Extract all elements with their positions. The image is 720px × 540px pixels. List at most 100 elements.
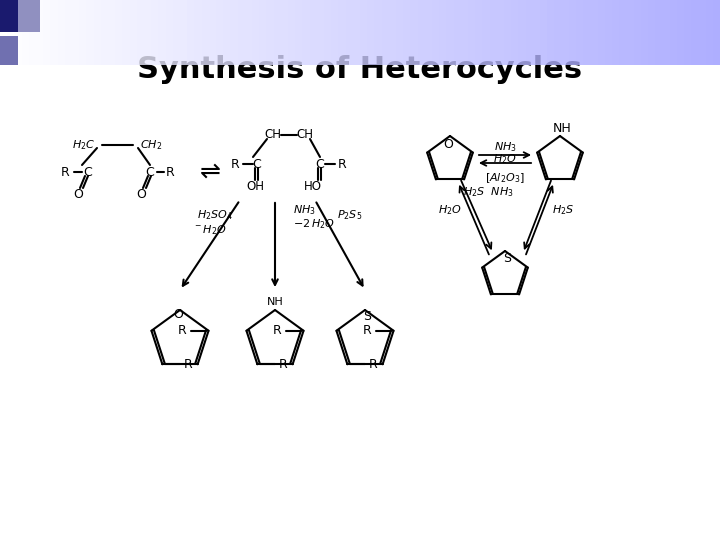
- Text: O: O: [443, 138, 453, 151]
- Bar: [58, 0, 65, 65]
- Bar: [130, 0, 137, 65]
- Text: $^-H_2O$: $^-H_2O$: [193, 223, 227, 237]
- Bar: [713, 0, 720, 65]
- Bar: [173, 0, 180, 65]
- Bar: [72, 0, 79, 65]
- Bar: [7, 0, 14, 65]
- Text: $-2\,H_2O$: $-2\,H_2O$: [293, 217, 335, 231]
- Bar: [439, 0, 446, 65]
- Text: $NH_3$: $NH_3$: [493, 140, 516, 154]
- Bar: [238, 0, 245, 65]
- Bar: [533, 0, 540, 65]
- Text: $H_2S$  $NH_3$: $H_2S$ $NH_3$: [463, 185, 513, 199]
- Bar: [180, 0, 187, 65]
- Bar: [403, 0, 410, 65]
- Text: NH: NH: [266, 297, 284, 307]
- Text: OH: OH: [246, 179, 264, 192]
- Bar: [115, 0, 122, 65]
- Bar: [302, 0, 310, 65]
- Bar: [43, 0, 50, 65]
- Text: R: R: [273, 324, 282, 337]
- Text: R: R: [230, 158, 239, 171]
- Bar: [367, 0, 374, 65]
- Bar: [396, 0, 403, 65]
- Text: $H_2S$: $H_2S$: [552, 203, 575, 217]
- Bar: [576, 0, 583, 65]
- Text: $H_2C$: $H_2C$: [72, 138, 95, 152]
- Bar: [374, 0, 382, 65]
- Text: R: R: [369, 358, 378, 371]
- Bar: [50, 0, 58, 65]
- Bar: [461, 0, 468, 65]
- Bar: [122, 0, 130, 65]
- Text: R: R: [184, 358, 193, 371]
- Text: CH: CH: [297, 129, 313, 141]
- Bar: [706, 0, 713, 65]
- Text: S: S: [503, 253, 511, 266]
- Text: C: C: [84, 165, 92, 179]
- Text: $H_2SO_4$: $H_2SO_4$: [197, 208, 233, 222]
- Bar: [626, 0, 634, 65]
- Bar: [598, 0, 605, 65]
- Bar: [166, 0, 173, 65]
- Bar: [619, 0, 626, 65]
- Bar: [310, 0, 317, 65]
- Bar: [331, 0, 338, 65]
- Bar: [252, 0, 259, 65]
- Bar: [382, 0, 389, 65]
- Text: R: R: [279, 358, 288, 371]
- Bar: [648, 0, 655, 65]
- Text: R: R: [338, 158, 346, 171]
- Bar: [475, 0, 482, 65]
- Bar: [590, 0, 598, 65]
- Bar: [65, 0, 72, 65]
- Bar: [144, 0, 151, 65]
- Bar: [418, 0, 425, 65]
- Bar: [0, 36, 18, 65]
- Bar: [295, 0, 302, 65]
- Bar: [554, 0, 562, 65]
- Bar: [22, 0, 29, 65]
- Text: S: S: [363, 309, 371, 322]
- Bar: [137, 0, 144, 65]
- Bar: [482, 0, 490, 65]
- Bar: [274, 0, 281, 65]
- Bar: [670, 0, 677, 65]
- Bar: [36, 0, 43, 65]
- Bar: [526, 0, 533, 65]
- Text: $NH_3$: $NH_3$: [293, 203, 316, 217]
- Bar: [223, 0, 230, 65]
- Bar: [324, 0, 331, 65]
- Text: CH: CH: [264, 129, 282, 141]
- Bar: [346, 0, 353, 65]
- Bar: [0, 0, 18, 32]
- Bar: [425, 0, 432, 65]
- Bar: [389, 0, 396, 65]
- Bar: [569, 0, 576, 65]
- Bar: [547, 0, 554, 65]
- Bar: [216, 0, 223, 65]
- Bar: [634, 0, 641, 65]
- Bar: [684, 0, 691, 65]
- Bar: [266, 0, 274, 65]
- Bar: [18, 0, 40, 32]
- Bar: [79, 0, 86, 65]
- Text: O: O: [73, 187, 83, 200]
- Bar: [209, 0, 216, 65]
- Bar: [641, 0, 648, 65]
- Text: $CH_2$: $CH_2$: [140, 138, 162, 152]
- Bar: [468, 0, 475, 65]
- Bar: [259, 0, 266, 65]
- Text: C: C: [145, 165, 154, 179]
- Bar: [691, 0, 698, 65]
- Bar: [612, 0, 619, 65]
- Bar: [583, 0, 590, 65]
- Text: R: R: [166, 165, 174, 179]
- Bar: [605, 0, 612, 65]
- Bar: [360, 0, 367, 65]
- Bar: [338, 0, 346, 65]
- Bar: [14, 0, 22, 65]
- Bar: [281, 0, 288, 65]
- Bar: [677, 0, 684, 65]
- Bar: [655, 0, 662, 65]
